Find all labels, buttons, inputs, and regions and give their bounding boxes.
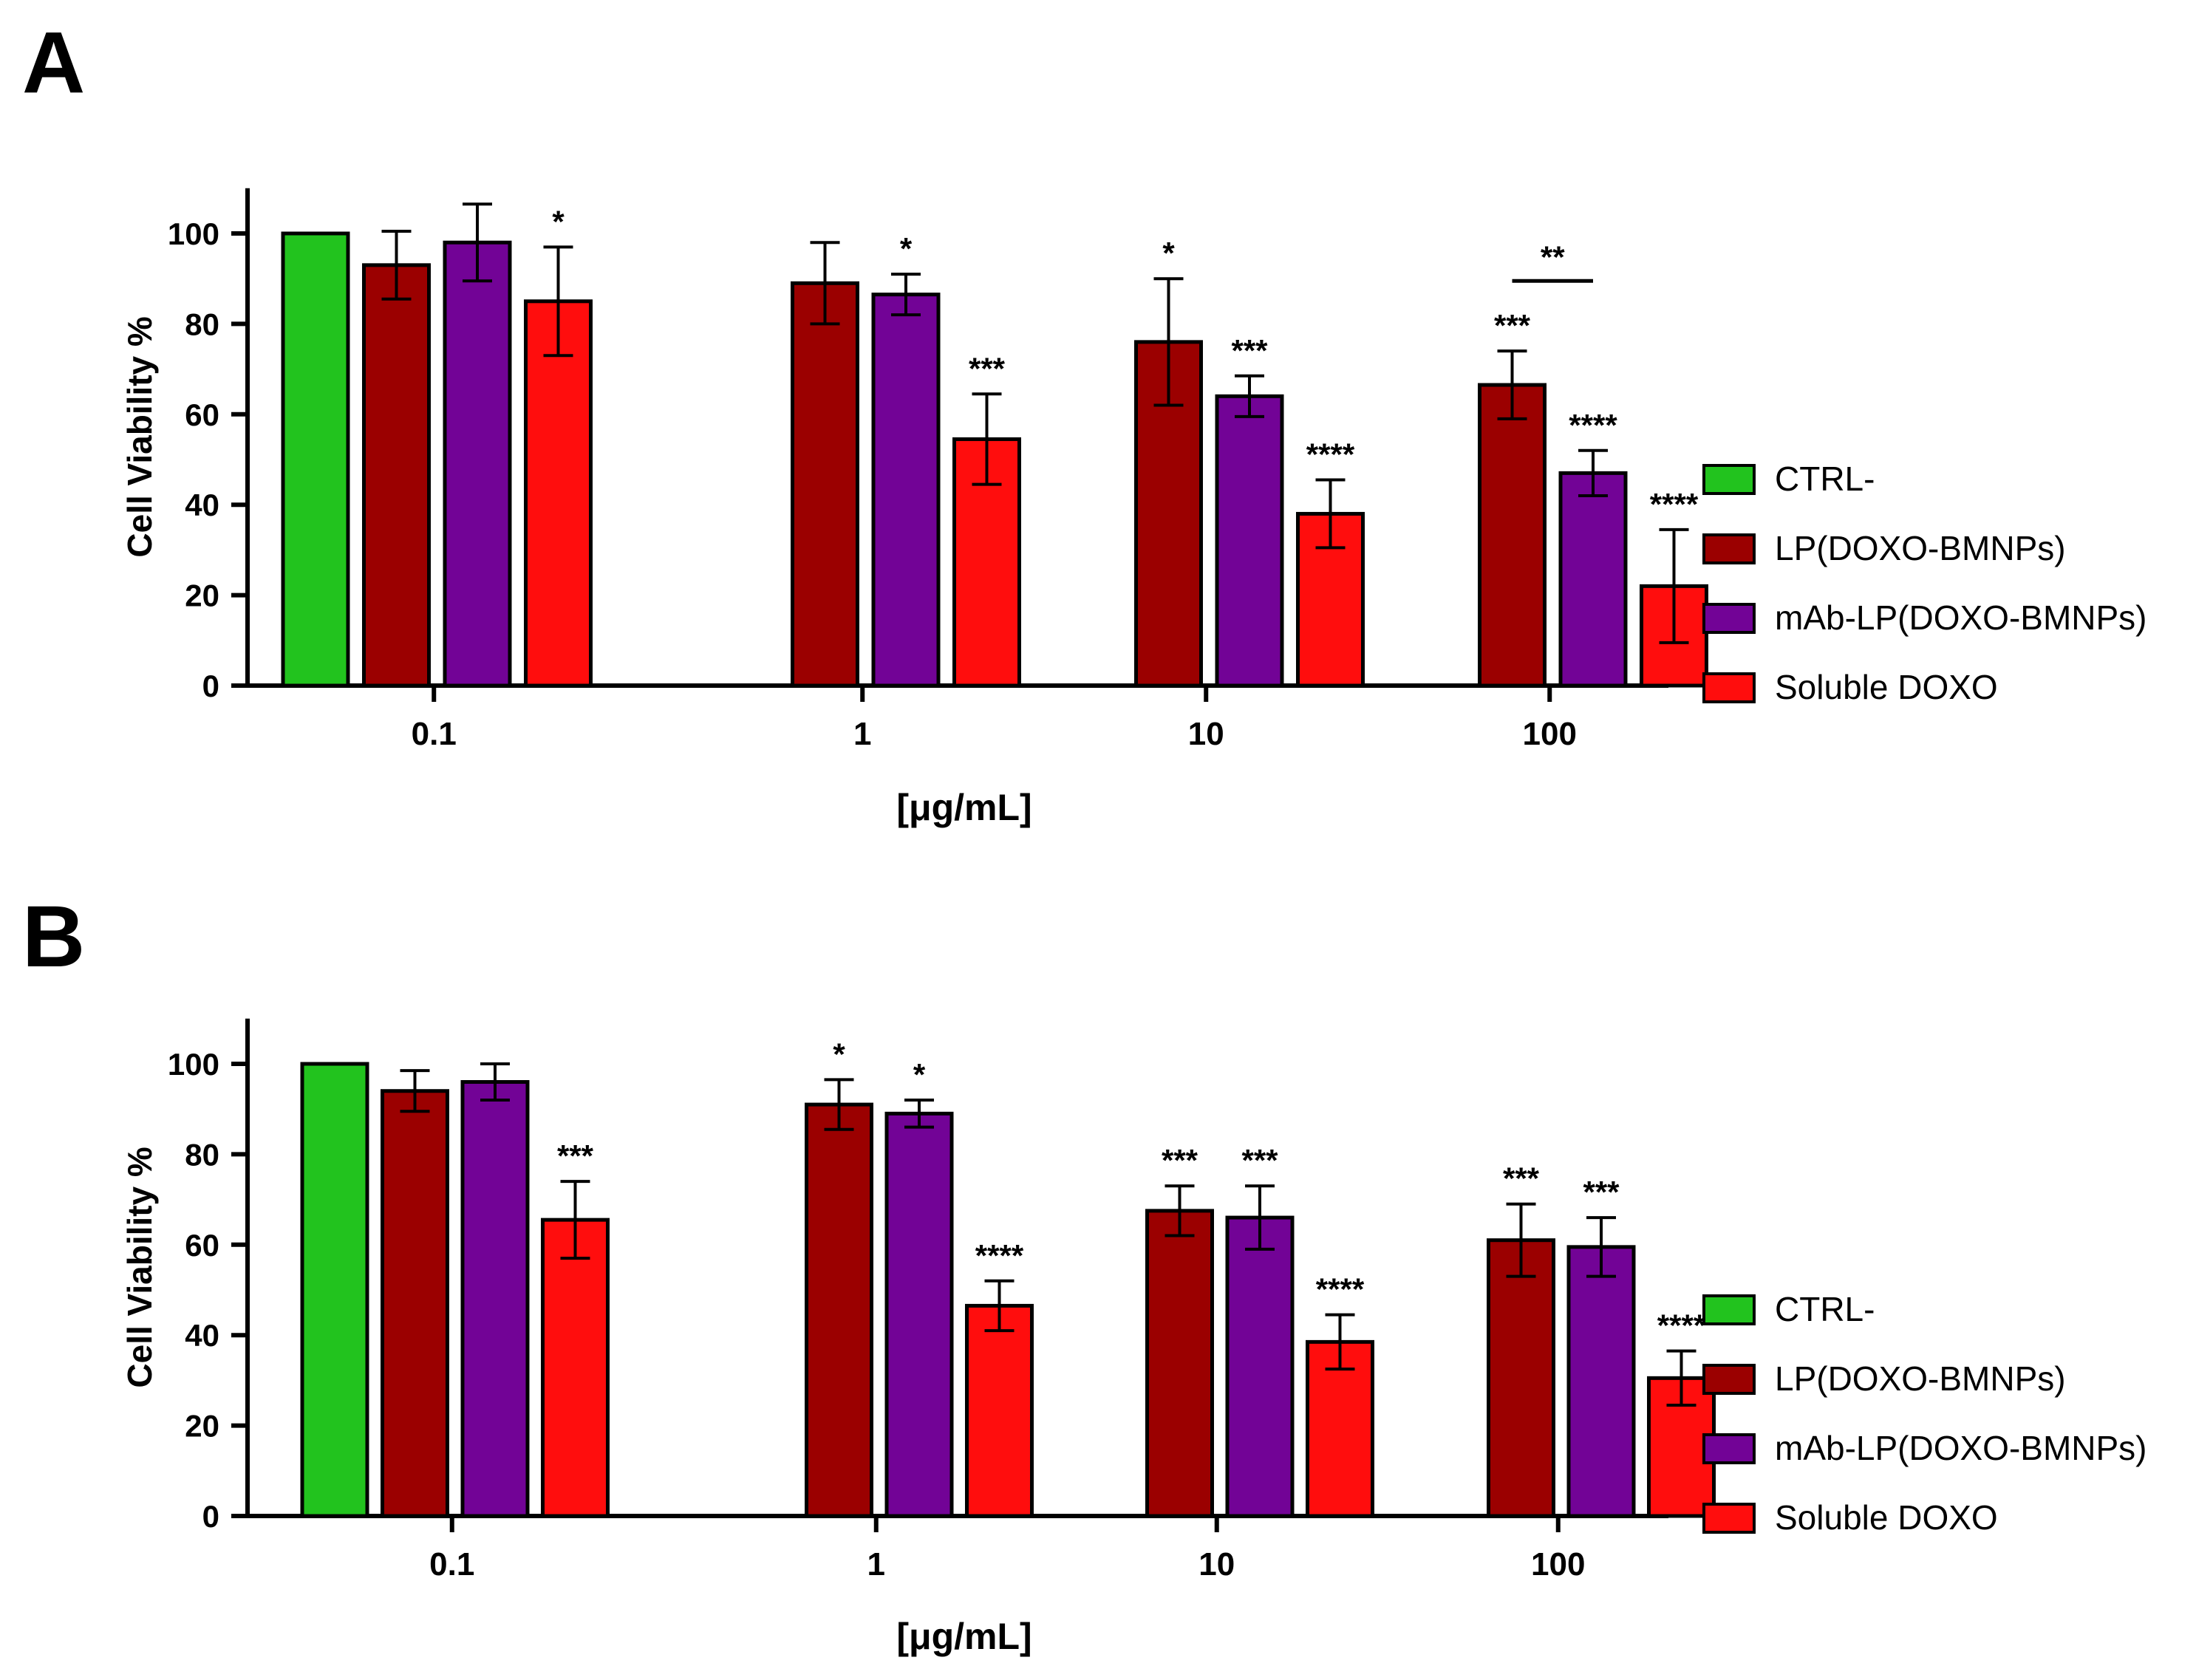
significance-label: * bbox=[1162, 236, 1175, 270]
significance-label: **** bbox=[1657, 1308, 1706, 1343]
y-tick-label: 40 bbox=[185, 488, 219, 522]
bar bbox=[1134, 340, 1203, 688]
bar bbox=[381, 1089, 449, 1518]
legend-swatch bbox=[1702, 464, 1756, 495]
y-tick-label: 0 bbox=[202, 1499, 219, 1534]
bar bbox=[1215, 394, 1284, 688]
x-tick-label: 0.1 bbox=[412, 716, 457, 752]
x-tick-label: 100 bbox=[1531, 1546, 1585, 1582]
significance-label: * bbox=[913, 1057, 926, 1092]
significance-label: **** bbox=[1569, 408, 1617, 443]
legend-swatch bbox=[1702, 603, 1756, 634]
bar bbox=[1145, 1209, 1214, 1518]
x-tick-label: 100 bbox=[1523, 716, 1577, 752]
bar bbox=[1225, 1215, 1295, 1518]
legend-label: mAb-LP(DOXO-BMNPs) bbox=[1775, 1429, 2146, 1467]
y-axis-label: Cell Viability % bbox=[120, 316, 159, 557]
significance-label: *** bbox=[969, 351, 1006, 386]
panel-label-b: B bbox=[22, 888, 85, 986]
legend-label: LP(DOXO-BMNPs) bbox=[1775, 529, 2066, 567]
y-axis-label: Cell Viability % bbox=[120, 1147, 159, 1387]
significance-label: **** bbox=[1650, 487, 1699, 522]
x-axis-label: [μg/mL] bbox=[896, 787, 1031, 828]
legend-swatch bbox=[1702, 1294, 1756, 1325]
bar bbox=[1487, 1238, 1555, 1518]
bar bbox=[1566, 1245, 1636, 1518]
x-tick-label: 10 bbox=[1188, 716, 1224, 752]
y-tick-label: 100 bbox=[168, 1047, 219, 1082]
y-tick-label: 80 bbox=[185, 307, 219, 341]
legend-swatch bbox=[1702, 533, 1756, 564]
legend-swatch bbox=[1702, 1433, 1756, 1464]
bar bbox=[362, 263, 431, 688]
significance-label: *** bbox=[1231, 333, 1268, 368]
bar bbox=[443, 240, 512, 688]
x-tick-label: 1 bbox=[867, 1546, 885, 1582]
bar bbox=[281, 231, 350, 688]
x-tick-label: 1 bbox=[853, 716, 871, 752]
y-tick-label: 80 bbox=[185, 1137, 219, 1172]
legend-label: CTRL- bbox=[1775, 460, 1875, 498]
bar bbox=[965, 1303, 1034, 1518]
legend-label: mAb-LP(DOXO-BMNPs) bbox=[1775, 598, 2146, 637]
comparison-label: ** bbox=[1541, 239, 1565, 274]
bar bbox=[300, 1062, 369, 1518]
significance-label: *** bbox=[1162, 1143, 1198, 1178]
significance-label: *** bbox=[1503, 1161, 1540, 1196]
bar bbox=[791, 281, 859, 688]
bar bbox=[541, 1218, 610, 1518]
legend-label: Soluble DOXO bbox=[1775, 1498, 1998, 1537]
significance-label: **** bbox=[1316, 1272, 1365, 1307]
y-tick-label: 0 bbox=[202, 669, 219, 703]
significance-label: **** bbox=[1306, 437, 1355, 472]
legend-swatch bbox=[1702, 1503, 1756, 1534]
legend-swatch bbox=[1702, 672, 1756, 703]
x-tick-label: 10 bbox=[1198, 1546, 1235, 1582]
x-tick-label: 0.1 bbox=[429, 1546, 474, 1582]
y-tick-label: 40 bbox=[185, 1318, 219, 1353]
significance-label: *** bbox=[1494, 308, 1531, 343]
bar bbox=[1558, 471, 1628, 688]
significance-label: *** bbox=[557, 1138, 594, 1173]
bar bbox=[871, 293, 941, 688]
legend-label: CTRL- bbox=[1775, 1290, 1875, 1328]
legend-label: LP(DOXO-BMNPs) bbox=[1775, 1359, 2066, 1398]
bar bbox=[524, 299, 593, 688]
y-tick-label: 60 bbox=[185, 1228, 219, 1263]
x-axis-label: [μg/mL] bbox=[896, 1616, 1031, 1657]
y-tick-label: 100 bbox=[168, 216, 219, 251]
significance-label: *** bbox=[1583, 1175, 1620, 1209]
bar bbox=[1478, 383, 1547, 688]
y-tick-label: 60 bbox=[185, 397, 219, 432]
y-tick-label: 20 bbox=[185, 1409, 219, 1444]
significance-label: * bbox=[900, 231, 913, 266]
bar bbox=[460, 1079, 530, 1518]
panel-label-a: A bbox=[22, 14, 85, 112]
significance-label: * bbox=[552, 204, 565, 239]
legend-label: Soluble DOXO bbox=[1775, 668, 1998, 706]
bar bbox=[805, 1102, 873, 1518]
legend-swatch bbox=[1702, 1364, 1756, 1395]
y-tick-label: 20 bbox=[185, 578, 219, 613]
significance-label: **** bbox=[975, 1238, 1024, 1273]
significance-label: *** bbox=[1241, 1143, 1278, 1178]
significance-label: * bbox=[833, 1037, 845, 1071]
bar bbox=[884, 1111, 954, 1518]
